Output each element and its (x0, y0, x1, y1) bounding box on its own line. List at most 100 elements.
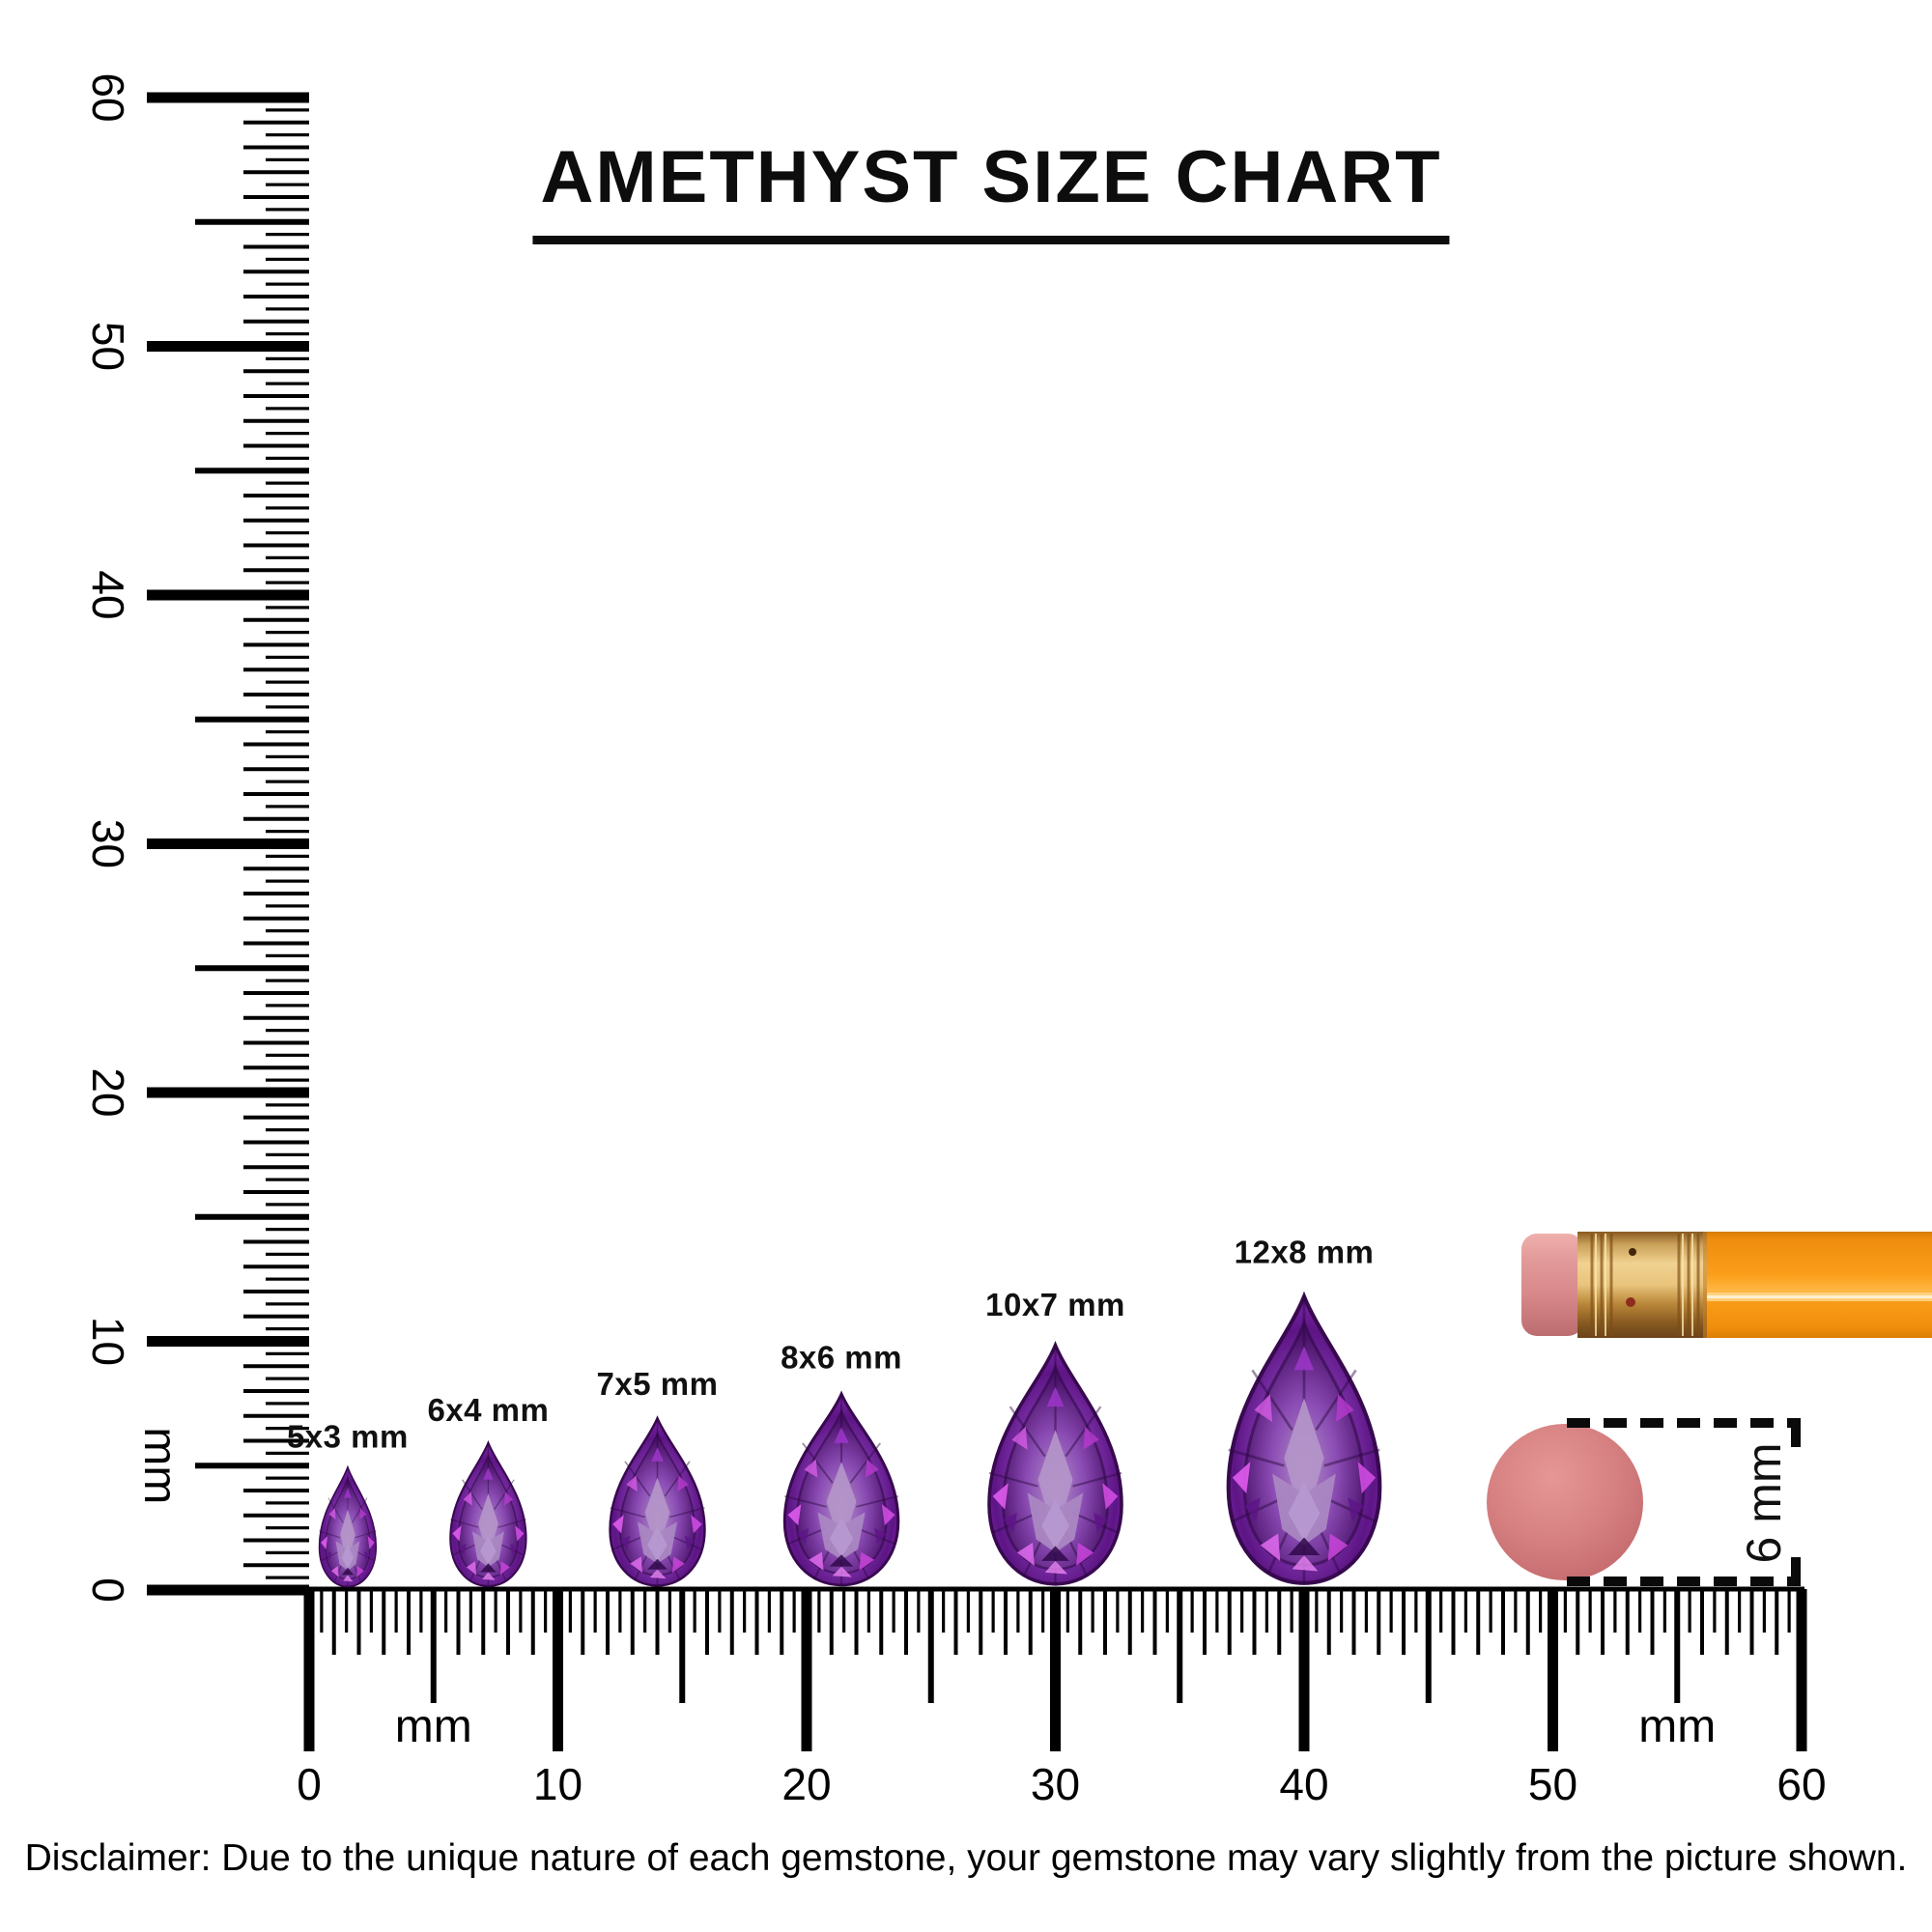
v-ruler-tick (266, 407, 309, 411)
v-ruler-tick (243, 170, 309, 175)
diameter-dashed-lines (1567, 1418, 1801, 1586)
h-ruler-tick (705, 1589, 709, 1655)
v-ruler-tick (243, 1015, 309, 1020)
h-ruler-tick (1414, 1589, 1418, 1633)
h-ruler-number: 10 (533, 1759, 582, 1809)
gem-row: 5x3 mm 6x4 mm 7x5 mm 8x6 mm 10x7 mm 12x8 mm (287, 1234, 1379, 1588)
h-ruler-tick (553, 1589, 563, 1751)
gem-8x6mm: 8x6 mm (781, 1340, 902, 1587)
h-ruler-tick (767, 1589, 771, 1633)
v-ruler-tick (266, 1053, 309, 1057)
v-ruler-tick (243, 916, 309, 921)
pencil-ferrule (1577, 1232, 1707, 1338)
h-ruler-tick (966, 1589, 970, 1633)
v-ruler-tick (243, 1140, 309, 1145)
v-ruler-tick (266, 1402, 309, 1406)
ferrule-body-seam (1703, 1232, 1709, 1338)
v-ruler-tick (243, 693, 309, 696)
disclaimer: Disclaimer: Due to the unique nature of … (24, 1837, 1908, 1879)
v-ruler-tick (243, 518, 309, 523)
h-ruler-tick (630, 1589, 635, 1655)
gem-pear-image (449, 1441, 527, 1587)
h-ruler-tick (581, 1589, 585, 1655)
v-ruler-tick (266, 282, 309, 286)
v-ruler-tick (195, 716, 309, 723)
v-ruler-tick (243, 568, 309, 573)
v-ruler-tick (243, 767, 309, 772)
h-ruler-tick (345, 1589, 349, 1633)
v-ruler-tick (243, 668, 309, 672)
v-ruler-tick (243, 145, 309, 150)
v-ruler-tick (147, 838, 309, 849)
v-ruler-tick (147, 341, 309, 352)
h-ruler-tick (606, 1589, 610, 1655)
h-ruler-tick (1028, 1589, 1033, 1655)
h-ruler-tick (1065, 1589, 1069, 1633)
gem-size-label: 12x8 mm (1235, 1234, 1375, 1269)
v-ruler-tick (243, 1438, 309, 1443)
v-ruler-tick (195, 218, 309, 225)
h-ruler-tick (593, 1589, 597, 1633)
v-ruler-tick (266, 531, 309, 535)
gem-5x3mm: 5x3 mm (287, 1419, 408, 1588)
h-ruler-tick (953, 1589, 958, 1655)
v-ruler-tick (266, 1029, 309, 1033)
v-ruler-tick (147, 1087, 309, 1098)
v-ruler-tick (266, 157, 309, 161)
h-ruler-tick (1688, 1589, 1691, 1633)
v-ruler-tick (266, 581, 309, 584)
h-ruler-tick (1203, 1589, 1207, 1655)
v-ruler-tick (243, 1065, 309, 1070)
h-ruler-tick (904, 1589, 908, 1655)
v-ruler-tick (266, 830, 309, 834)
h-ruler-tick (1277, 1589, 1282, 1655)
v-ruler-tick (266, 953, 309, 957)
v-ruler-tick (266, 1476, 309, 1480)
h-ruler-tick (481, 1589, 486, 1655)
h-ruler-tick (1749, 1589, 1754, 1655)
v-ruler-tick (243, 1314, 309, 1319)
h-ruler-tick (1190, 1589, 1194, 1633)
v-ruler-tick (266, 1178, 309, 1181)
h-ruler-tick (303, 1589, 315, 1751)
h-ruler-tick (917, 1589, 921, 1633)
v-ruler-tick (243, 816, 309, 821)
h-ruler-tick (456, 1589, 461, 1655)
h-ruler-tick (801, 1589, 812, 1751)
h-ruler-tick (1315, 1589, 1319, 1633)
gem-7x5mm: 7x5 mm (597, 1366, 719, 1587)
gem-pear-image (987, 1343, 1123, 1586)
v-ruler-tick (266, 1203, 309, 1207)
h-ruler-tick (655, 1589, 660, 1655)
h-ruler-tick (854, 1589, 859, 1655)
v-ruler-tick (147, 92, 309, 103)
gem-pear-image (318, 1465, 378, 1588)
v-ruler-tick (243, 120, 309, 125)
v-ruler-tick (243, 295, 309, 298)
h-ruler-tick (1340, 1589, 1344, 1633)
gem-6x4mm: 6x4 mm (427, 1392, 549, 1587)
v-ruler-tick (266, 631, 309, 635)
v-ruler-tick (266, 233, 309, 237)
v-ruler-tick (147, 589, 309, 601)
h-ruler-unit-label: mm (395, 1701, 472, 1752)
h-ruler-tick (679, 1589, 686, 1703)
v-ruler-tick (266, 979, 309, 982)
h-ruler-tick (1016, 1589, 1020, 1633)
v-ruler-number: 0 (83, 1577, 133, 1603)
ferrule-crimp-ridges (1590, 1234, 1700, 1336)
h-ruler-tick (1377, 1589, 1381, 1655)
v-ruler-tick (266, 1078, 309, 1082)
h-ruler-tick (1240, 1589, 1244, 1633)
h-ruler-tick (1227, 1589, 1232, 1655)
v-ruler-tick (266, 108, 309, 112)
gem-size-label: 7x5 mm (597, 1366, 719, 1402)
v-ruler-tick (266, 1103, 309, 1107)
eraser-disc-group: 6 mm (1487, 1418, 1801, 1586)
h-ruler-tick (792, 1589, 796, 1633)
h-ruler-tick (1588, 1589, 1592, 1633)
v-ruler-tick (243, 443, 309, 448)
h-ruler-tick (1724, 1589, 1729, 1655)
h-ruler-tick (544, 1589, 548, 1633)
h-ruler-tick (1127, 1589, 1132, 1655)
